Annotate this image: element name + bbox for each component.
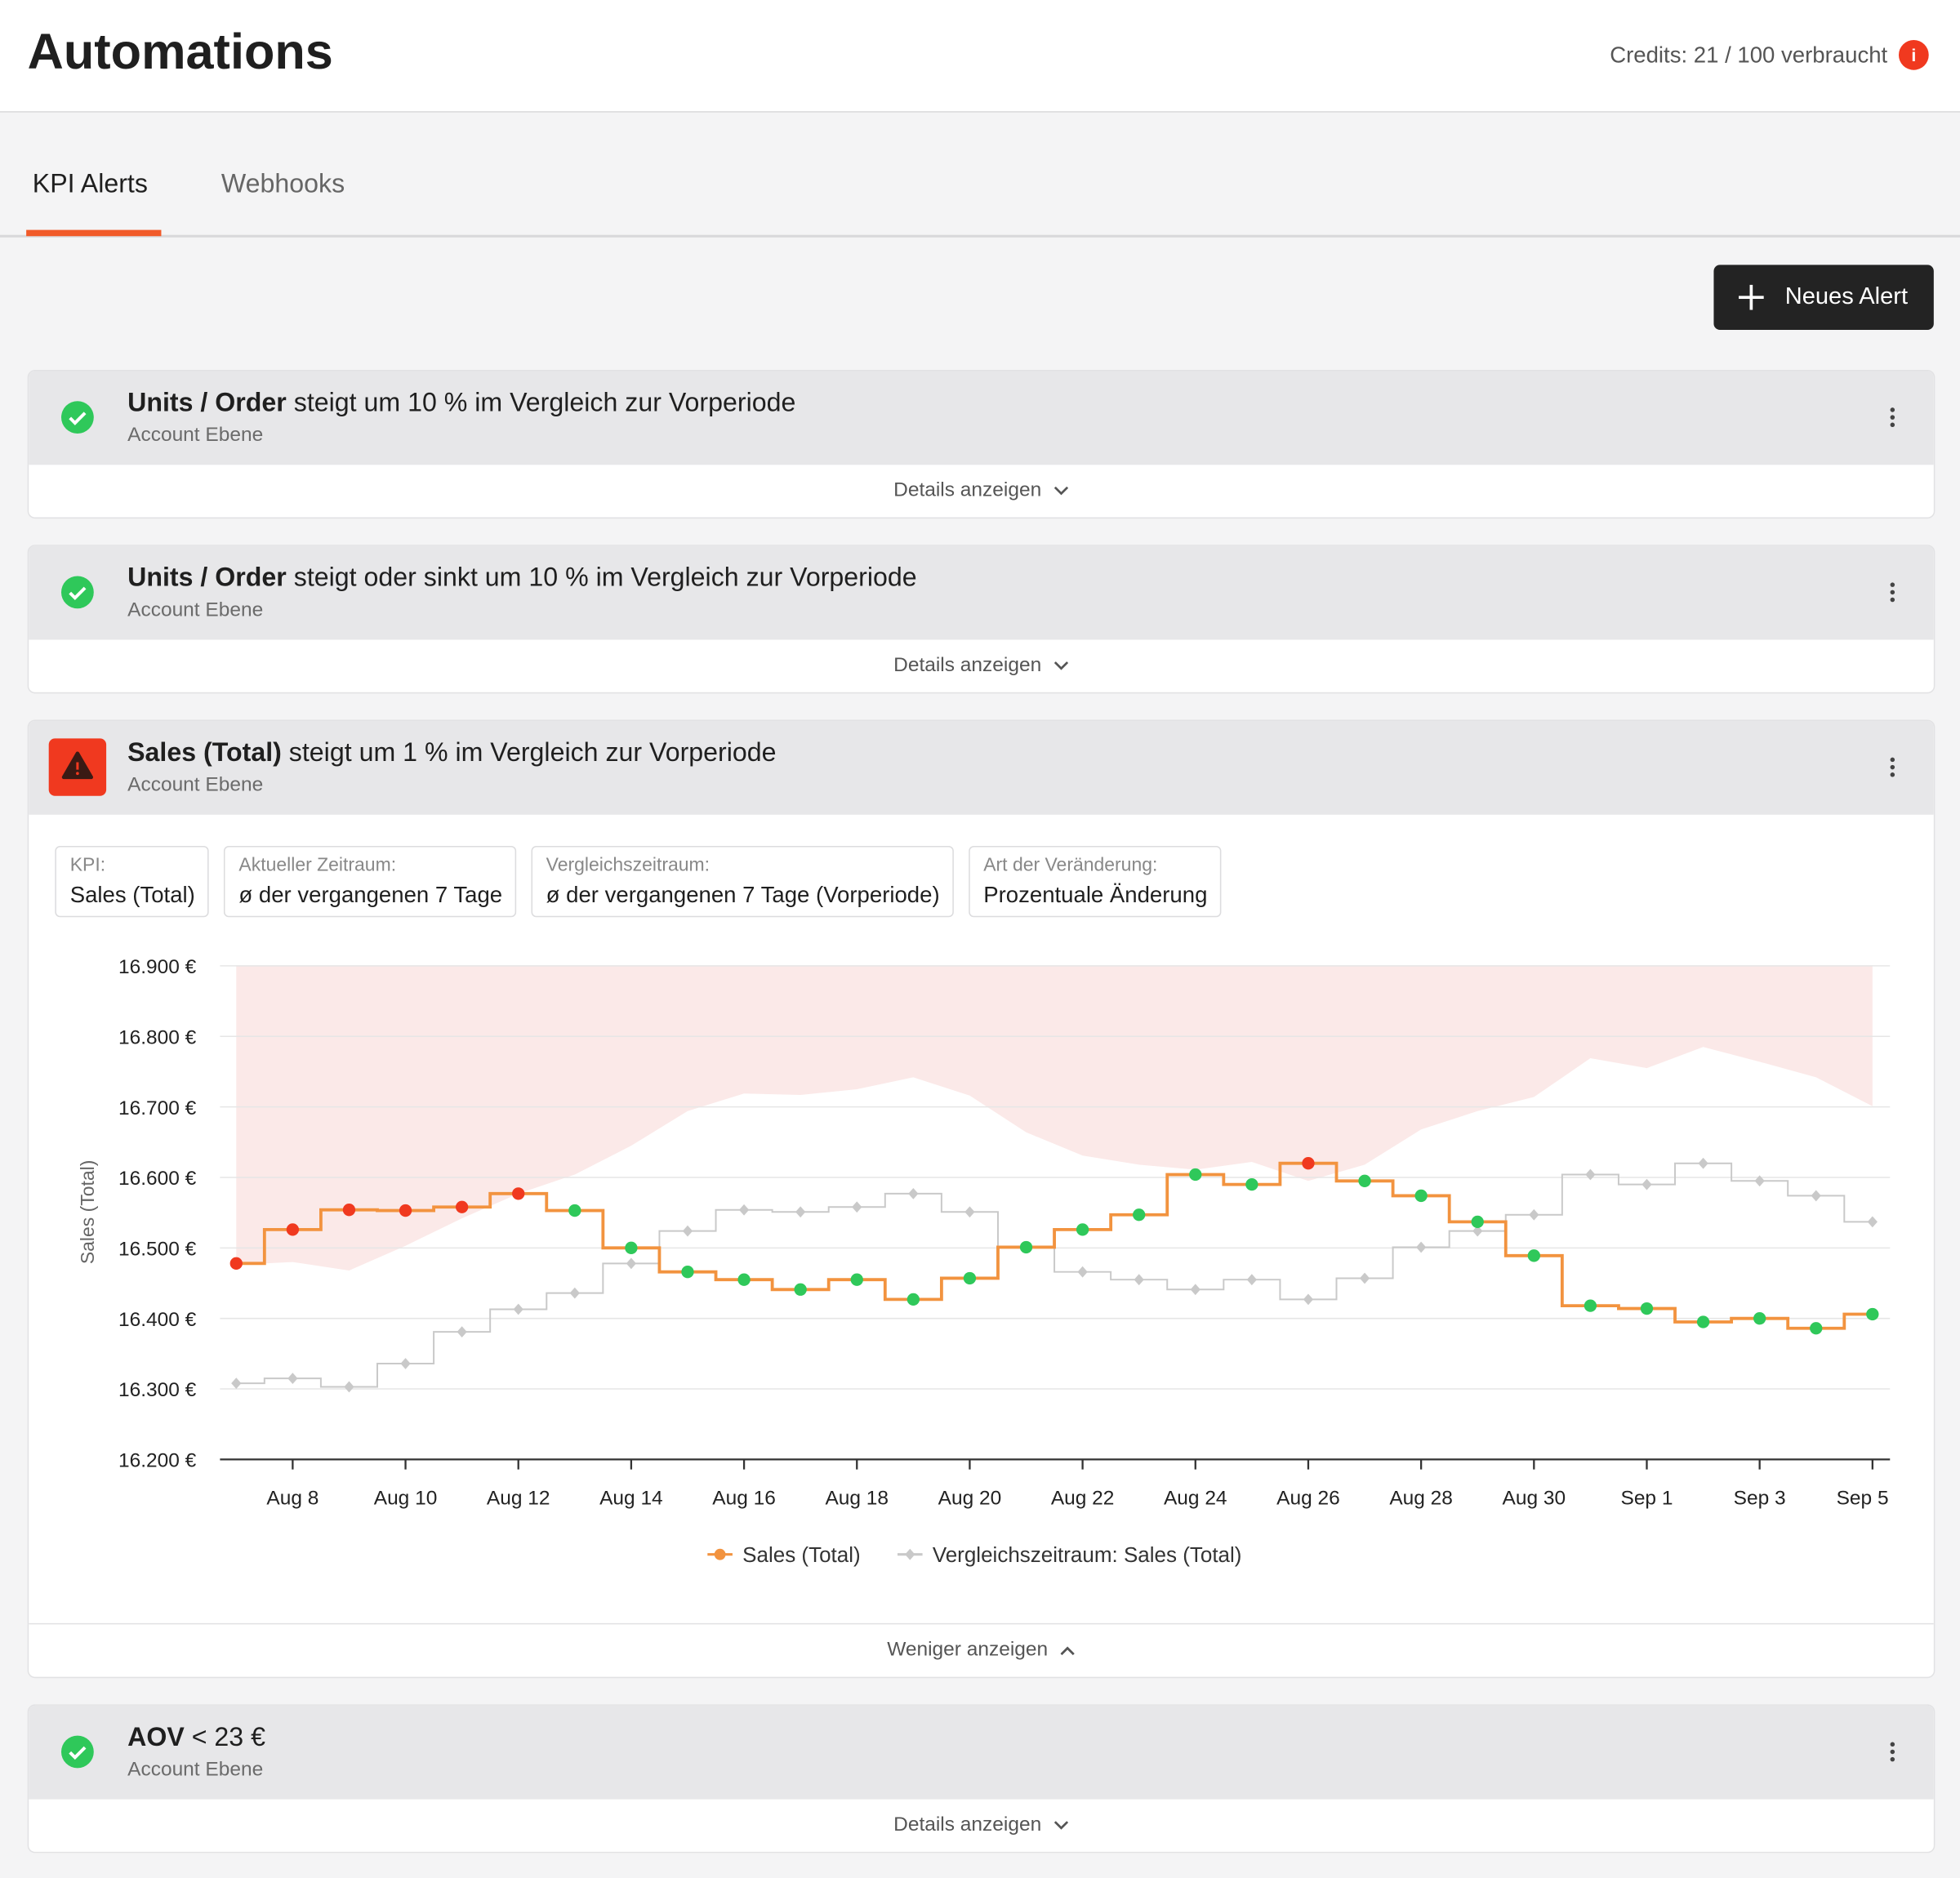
alert-kpi: Units / Order — [127, 388, 287, 418]
field-value: ø der vergangenen 7 Tage — [238, 882, 503, 907]
top-bar — [0, 0, 1960, 113]
field-label: KPI: — [69, 854, 106, 876]
menu-dots[interactable] — [1889, 581, 1896, 610]
page-title: Automations — [27, 24, 333, 80]
field-value: ø der vergangenen 7 Tage (Vorperiode) — [546, 882, 940, 907]
field-value: Prozentuale Änderung — [983, 882, 1208, 907]
alert-title: Units / Order steigt um 10 % im Vergleic… — [127, 389, 795, 419]
chevron — [1054, 655, 1069, 676]
alert-header: Units / Order steigt um 10 % im Vergleic… — [29, 371, 1934, 465]
alert-header: AOV < 23 € Account Ebene — [29, 1705, 1934, 1800]
alert-level: Account Ebene — [127, 774, 264, 796]
chevron — [1054, 480, 1069, 501]
chevron — [1060, 1640, 1076, 1661]
toggle[interactable]: Details anzeigen — [29, 640, 1934, 692]
alert-card: AOV < 23 € Account Ebene Details anzeigen — [27, 1704, 1936, 1854]
alert-condition: < 23 € — [191, 1723, 266, 1752]
alert-header: Units / Order steigt oder sinkt um 10 % … — [29, 545, 1934, 640]
kpi-field: Vergleichszeitraum: ø der vergangenen 7 T… — [531, 846, 954, 918]
toggle-label: Details anzeigen — [893, 479, 1042, 501]
alert-title: Units / Order steigt oder sinkt um 10 % … — [127, 563, 917, 594]
menu-dots[interactable] — [1889, 406, 1896, 434]
toggle[interactable]: Details anzeigen — [29, 1800, 1934, 1852]
menu-dots[interactable] — [1889, 1741, 1896, 1769]
alert-level: Account Ebene — [127, 1759, 264, 1781]
tab-indicator — [26, 229, 162, 237]
alert-title: Sales (Total) steigt um 1 % im Vergleich… — [127, 738, 776, 768]
field-label: Art der Veränderung: — [983, 854, 1158, 876]
tab-divider — [0, 234, 1960, 238]
alert-level: Account Ebene — [127, 425, 264, 447]
alert-kpi: AOV — [127, 1723, 185, 1752]
field-value: Sales (Total) — [69, 882, 195, 907]
alert-condition: steigt oder sinkt um 10 % im Vergleich z… — [293, 563, 917, 593]
warning-icon — [48, 738, 107, 796]
kpi-field: Art der Veränderung: Prozentuale Änderung — [968, 846, 1222, 918]
toggle-label: Weniger anzeigen — [887, 1639, 1049, 1661]
toggle[interactable]: Details anzeigen — [29, 465, 1934, 517]
alert-header: Sales (Total) steigt um 1 % im Vergleich… — [29, 720, 1934, 815]
new-alert-button[interactable]: Neues Alert — [1713, 265, 1934, 330]
toggle-label: Details anzeigen — [893, 1813, 1042, 1836]
info-icon[interactable]: i — [1898, 39, 1929, 70]
plus-icon — [1739, 284, 1764, 310]
alert-condition: steigt um 1 % im Vergleich zur Vorperiod… — [288, 738, 777, 768]
ok-icon — [60, 401, 94, 434]
toggle[interactable]: Weniger anzeigen — [29, 1622, 1934, 1677]
toggle-label: Details anzeigen — [893, 654, 1042, 676]
alert-kpi: Sales (Total) — [127, 738, 282, 768]
alert-card: Sales (Total) steigt um 1 % im Vergleich… — [27, 719, 1936, 1679]
field-label: Vergleichszeitraum: — [546, 854, 710, 876]
credits: Credits: 21 / 100 verbraucht — [1610, 42, 1888, 68]
button-label: Neues Alert — [1784, 283, 1909, 310]
kpi-field: Aktueller Zeitraum: ø der vergangenen 7 T… — [224, 846, 516, 918]
ok-icon — [60, 1735, 94, 1769]
alert-card: Units / Order steigt um 10 % im Vergleic… — [27, 369, 1936, 519]
field-label: Aktueller Zeitraum: — [238, 854, 397, 876]
kpi-field: KPI: Sales (Total) — [55, 846, 209, 918]
alert-card: Units / Order steigt oder sinkt um 10 % … — [27, 545, 1936, 694]
kpi-fields: KPI: Sales (Total) Aktueller Zeitraum: ø de… — [55, 846, 1222, 918]
tab[interactable]: KPI Alerts — [32, 170, 148, 199]
ok-icon — [60, 576, 94, 609]
chevron — [1054, 1814, 1069, 1836]
alert-kpi: Units / Order — [127, 563, 287, 593]
menu-dots[interactable] — [1889, 756, 1896, 785]
alert-condition: steigt um 10 % im Vergleich zur Vorperio… — [293, 388, 796, 418]
alert-title: AOV < 23 € — [127, 1723, 265, 1753]
alert-level: Account Ebene — [127, 599, 264, 621]
tab[interactable]: Webhooks — [220, 170, 345, 199]
